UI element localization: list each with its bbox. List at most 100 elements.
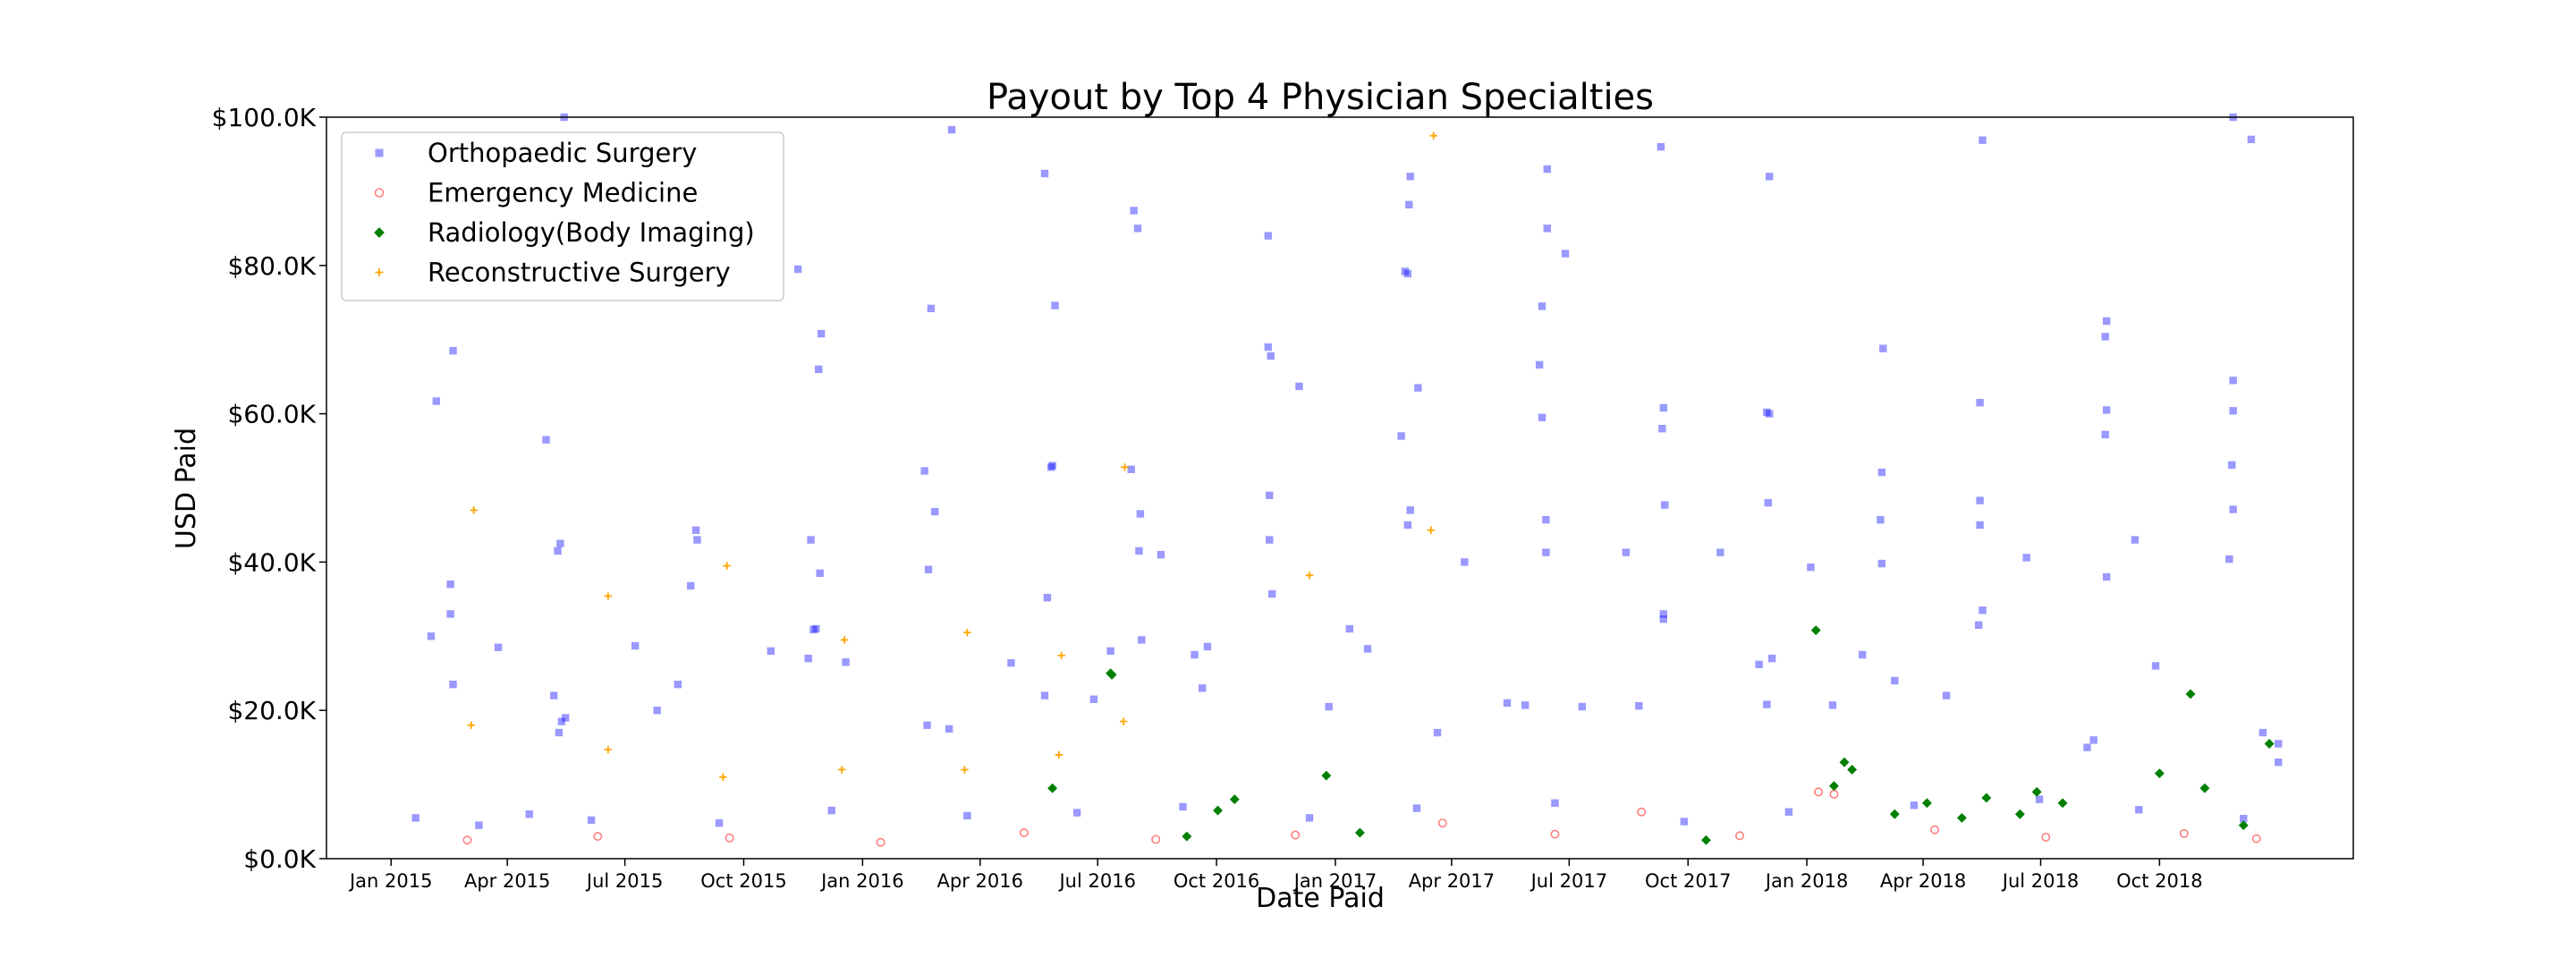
point-reconstructive-surgery — [1057, 651, 1065, 660]
x-tick-label: Oct 2015 — [700, 870, 786, 892]
x-tick-label: Jan 2016 — [819, 870, 904, 892]
point-orthopaedic-surgery — [1135, 547, 1143, 555]
point-orthopaedic-surgery — [963, 811, 971, 820]
legend-label-orthopaedic-surgery: Orthopaedic Surgery — [428, 138, 697, 168]
point-orthopaedic-surgery — [2229, 505, 2237, 513]
point-orthopaedic-surgery — [2101, 333, 2109, 341]
point-reconstructive-surgery — [1429, 131, 1437, 140]
point-reconstructive-surgery — [1119, 717, 1128, 725]
point-orthopaedic-surgery — [2228, 461, 2236, 470]
x-tick-label: Jul 2015 — [585, 870, 663, 892]
point-orthopaedic-surgery — [1877, 559, 1886, 568]
point-orthopaedic-surgery — [1543, 165, 1551, 174]
point-reconstructive-surgery — [840, 636, 849, 644]
point-orthopaedic-surgery — [1127, 465, 1135, 473]
x-tick-label: Apr 2017 — [1409, 870, 1495, 892]
point-radiology-body-imaging — [1956, 812, 1967, 823]
point-orthopaedic-surgery — [767, 647, 775, 656]
point-radiology-body-imaging — [2185, 689, 2196, 699]
point-orthopaedic-surgery — [2225, 555, 2233, 564]
point-emergency-medicine — [876, 837, 886, 847]
point-orthopaedic-surgery — [1538, 302, 1546, 310]
point-reconstructive-surgery — [723, 562, 731, 570]
point-orthopaedic-surgery — [2101, 430, 2109, 439]
point-orthopaedic-surgery — [1659, 610, 1667, 618]
point-orthopaedic-surgery — [1007, 658, 1015, 667]
point-orthopaedic-surgery — [2135, 806, 2143, 814]
point-reconstructive-surgery — [1305, 572, 1314, 580]
point-orthopaedic-surgery — [1891, 676, 1899, 685]
point-radiology-body-imaging — [2057, 798, 2068, 809]
point-emergency-medicine — [2041, 832, 2051, 842]
point-orthopaedic-surgery — [1305, 814, 1314, 822]
point-orthopaedic-surgery — [793, 265, 802, 274]
x-tick-label: Oct 2018 — [2116, 870, 2202, 892]
point-radiology-body-imaging — [2264, 739, 2275, 749]
x-axis: Jan 2015 Apr 2015 Jul 2015 Oct 2015 Jan 2016… — [348, 859, 2203, 892]
point-reconstructive-surgery — [604, 745, 613, 754]
point-orthopaedic-surgery — [653, 707, 661, 715]
point-orthopaedic-surgery — [1267, 589, 1276, 598]
legend-label-emergency-medicine: Emergency Medicine — [428, 178, 698, 208]
point-emergency-medicine — [2251, 834, 2261, 843]
point-orthopaedic-surgery — [561, 714, 570, 722]
point-orthopaedic-surgery — [1979, 136, 1987, 144]
point-emergency-medicine — [1019, 827, 1029, 837]
point-orthopaedic-surgery — [1264, 343, 1273, 352]
point-orthopaedic-surgery — [1767, 654, 1776, 663]
point-orthopaedic-surgery — [923, 721, 931, 729]
point-orthopaedic-surgery — [1072, 809, 1081, 817]
y-axis-label: USD Paid — [171, 428, 202, 549]
point-reconstructive-surgery — [1121, 463, 1129, 471]
point-orthopaedic-surgery — [691, 526, 700, 534]
point-orthopaedic-surgery — [1657, 142, 1665, 151]
point-orthopaedic-surgery — [1345, 624, 1354, 633]
point-radiology-body-imaging — [2031, 786, 2042, 797]
point-reconstructive-surgery — [1427, 526, 1436, 534]
point-orthopaedic-surgery — [1561, 250, 1570, 258]
x-tick-label: Oct 2017 — [1645, 870, 1731, 892]
point-orthopaedic-surgery — [2102, 317, 2111, 326]
point-reconstructive-surgery — [963, 628, 971, 637]
point-emergency-medicine — [1637, 807, 1647, 817]
point-orthopaedic-surgery — [554, 547, 562, 555]
y-tick-label: $20.0K — [227, 696, 316, 725]
legend-marker-radiology-body-imaging — [374, 227, 385, 238]
point-orthopaedic-surgery — [1680, 818, 1689, 826]
point-radiology-body-imaging — [1700, 835, 1711, 845]
legend: Orthopaedic Surgery Emergency Medicine Rad… — [341, 131, 784, 301]
point-orthopaedic-surgery — [557, 717, 566, 725]
point-orthopaedic-surgery — [817, 329, 826, 338]
y-tick-label: $60.0K — [227, 400, 316, 429]
point-orthopaedic-surgery — [1138, 636, 1146, 644]
point-orthopaedic-surgery — [1325, 702, 1333, 711]
point-orthopaedic-surgery — [715, 819, 724, 827]
data-points — [411, 113, 2283, 847]
point-orthopaedic-surgery — [2275, 758, 2283, 767]
point-orthopaedic-surgery — [2022, 554, 2030, 562]
x-tick-label: Apr 2015 — [464, 870, 550, 892]
point-orthopaedic-surgery — [1763, 700, 1771, 708]
point-emergency-medicine — [1151, 835, 1161, 844]
point-orthopaedic-surgery — [1578, 702, 1586, 711]
point-emergency-medicine — [593, 832, 603, 842]
point-emergency-medicine — [724, 833, 734, 843]
point-radiology-body-imaging — [1981, 792, 1992, 803]
point-orthopaedic-surgery — [1191, 650, 1199, 659]
point-orthopaedic-surgery — [449, 680, 457, 689]
plot-area-frame — [326, 116, 2354, 860]
point-radiology-body-imaging — [1810, 625, 1821, 636]
point-orthopaedic-surgery — [1133, 225, 1142, 233]
point-orthopaedic-surgery — [807, 536, 815, 544]
point-emergency-medicine — [1734, 831, 1744, 841]
point-orthopaedic-surgery — [1551, 799, 1559, 808]
point-orthopaedic-surgery — [1401, 267, 1410, 275]
point-orthopaedic-surgery — [827, 806, 835, 815]
point-orthopaedic-surgery — [1106, 647, 1114, 656]
point-orthopaedic-surgery — [2083, 743, 2091, 751]
point-orthopaedic-surgery — [2102, 572, 2111, 581]
x-tick-label: Jan 2017 — [1292, 870, 1377, 892]
point-orthopaedic-surgery — [446, 610, 454, 618]
point-orthopaedic-surgery — [815, 365, 823, 374]
